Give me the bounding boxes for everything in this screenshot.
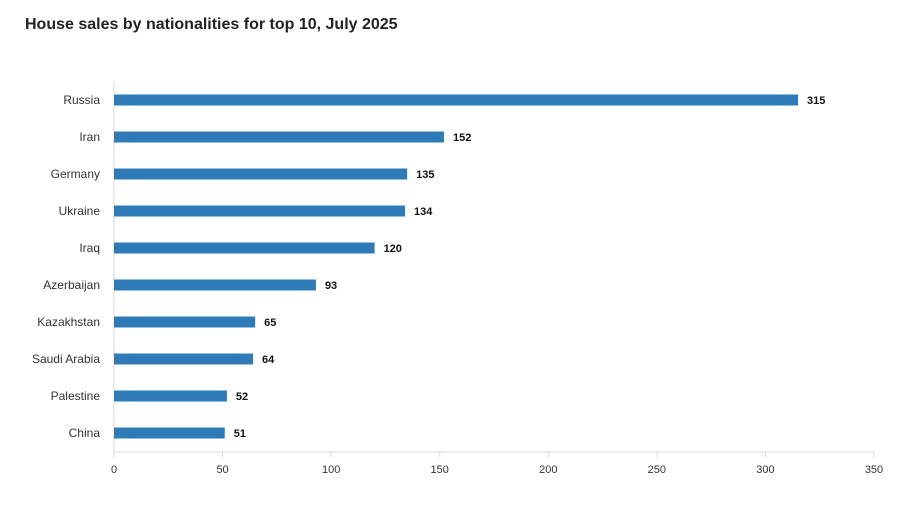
category-label: Russia (63, 93, 100, 107)
bar (114, 427, 225, 439)
chart-title: House sales by nationalities for top 10,… (25, 16, 398, 33)
category-label: Iran (79, 130, 100, 144)
x-tick-label: 200 (539, 464, 557, 476)
data-label: 65 (264, 317, 276, 329)
bar (114, 316, 256, 328)
category-label: Palestine (51, 389, 101, 403)
category-label: Azerbaijan (43, 278, 100, 292)
category-label: Germany (51, 167, 100, 181)
data-label: 64 (262, 354, 275, 366)
data-label: 152 (453, 132, 471, 144)
category-label: Iraq (79, 241, 100, 255)
bar (114, 279, 316, 291)
x-tick-label: 250 (648, 464, 666, 476)
x-tick-label: 350 (865, 464, 883, 476)
x-tick-label: 300 (756, 464, 774, 476)
bar (114, 131, 445, 143)
x-tick-label: 0 (111, 464, 117, 476)
bar (114, 242, 375, 254)
x-tick-label: 100 (322, 464, 340, 476)
data-label: 315 (807, 95, 825, 107)
bar (114, 390, 227, 402)
data-label: 51 (234, 428, 246, 440)
data-label: 135 (416, 169, 434, 181)
bar (114, 353, 253, 365)
x-tick-label: 150 (431, 464, 449, 476)
x-tick-label: 50 (216, 464, 228, 476)
category-label: Saudi Arabia (32, 352, 100, 366)
category-label: Ukraine (59, 204, 101, 218)
data-label: 120 (384, 243, 402, 255)
data-label: 52 (236, 391, 248, 403)
category-label: China (69, 426, 101, 440)
data-label: 134 (414, 206, 433, 218)
data-label: 93 (325, 280, 337, 292)
bar (114, 168, 408, 180)
bar (114, 94, 798, 106)
bar (114, 205, 405, 217)
category-label: Kazakhstan (37, 315, 100, 329)
